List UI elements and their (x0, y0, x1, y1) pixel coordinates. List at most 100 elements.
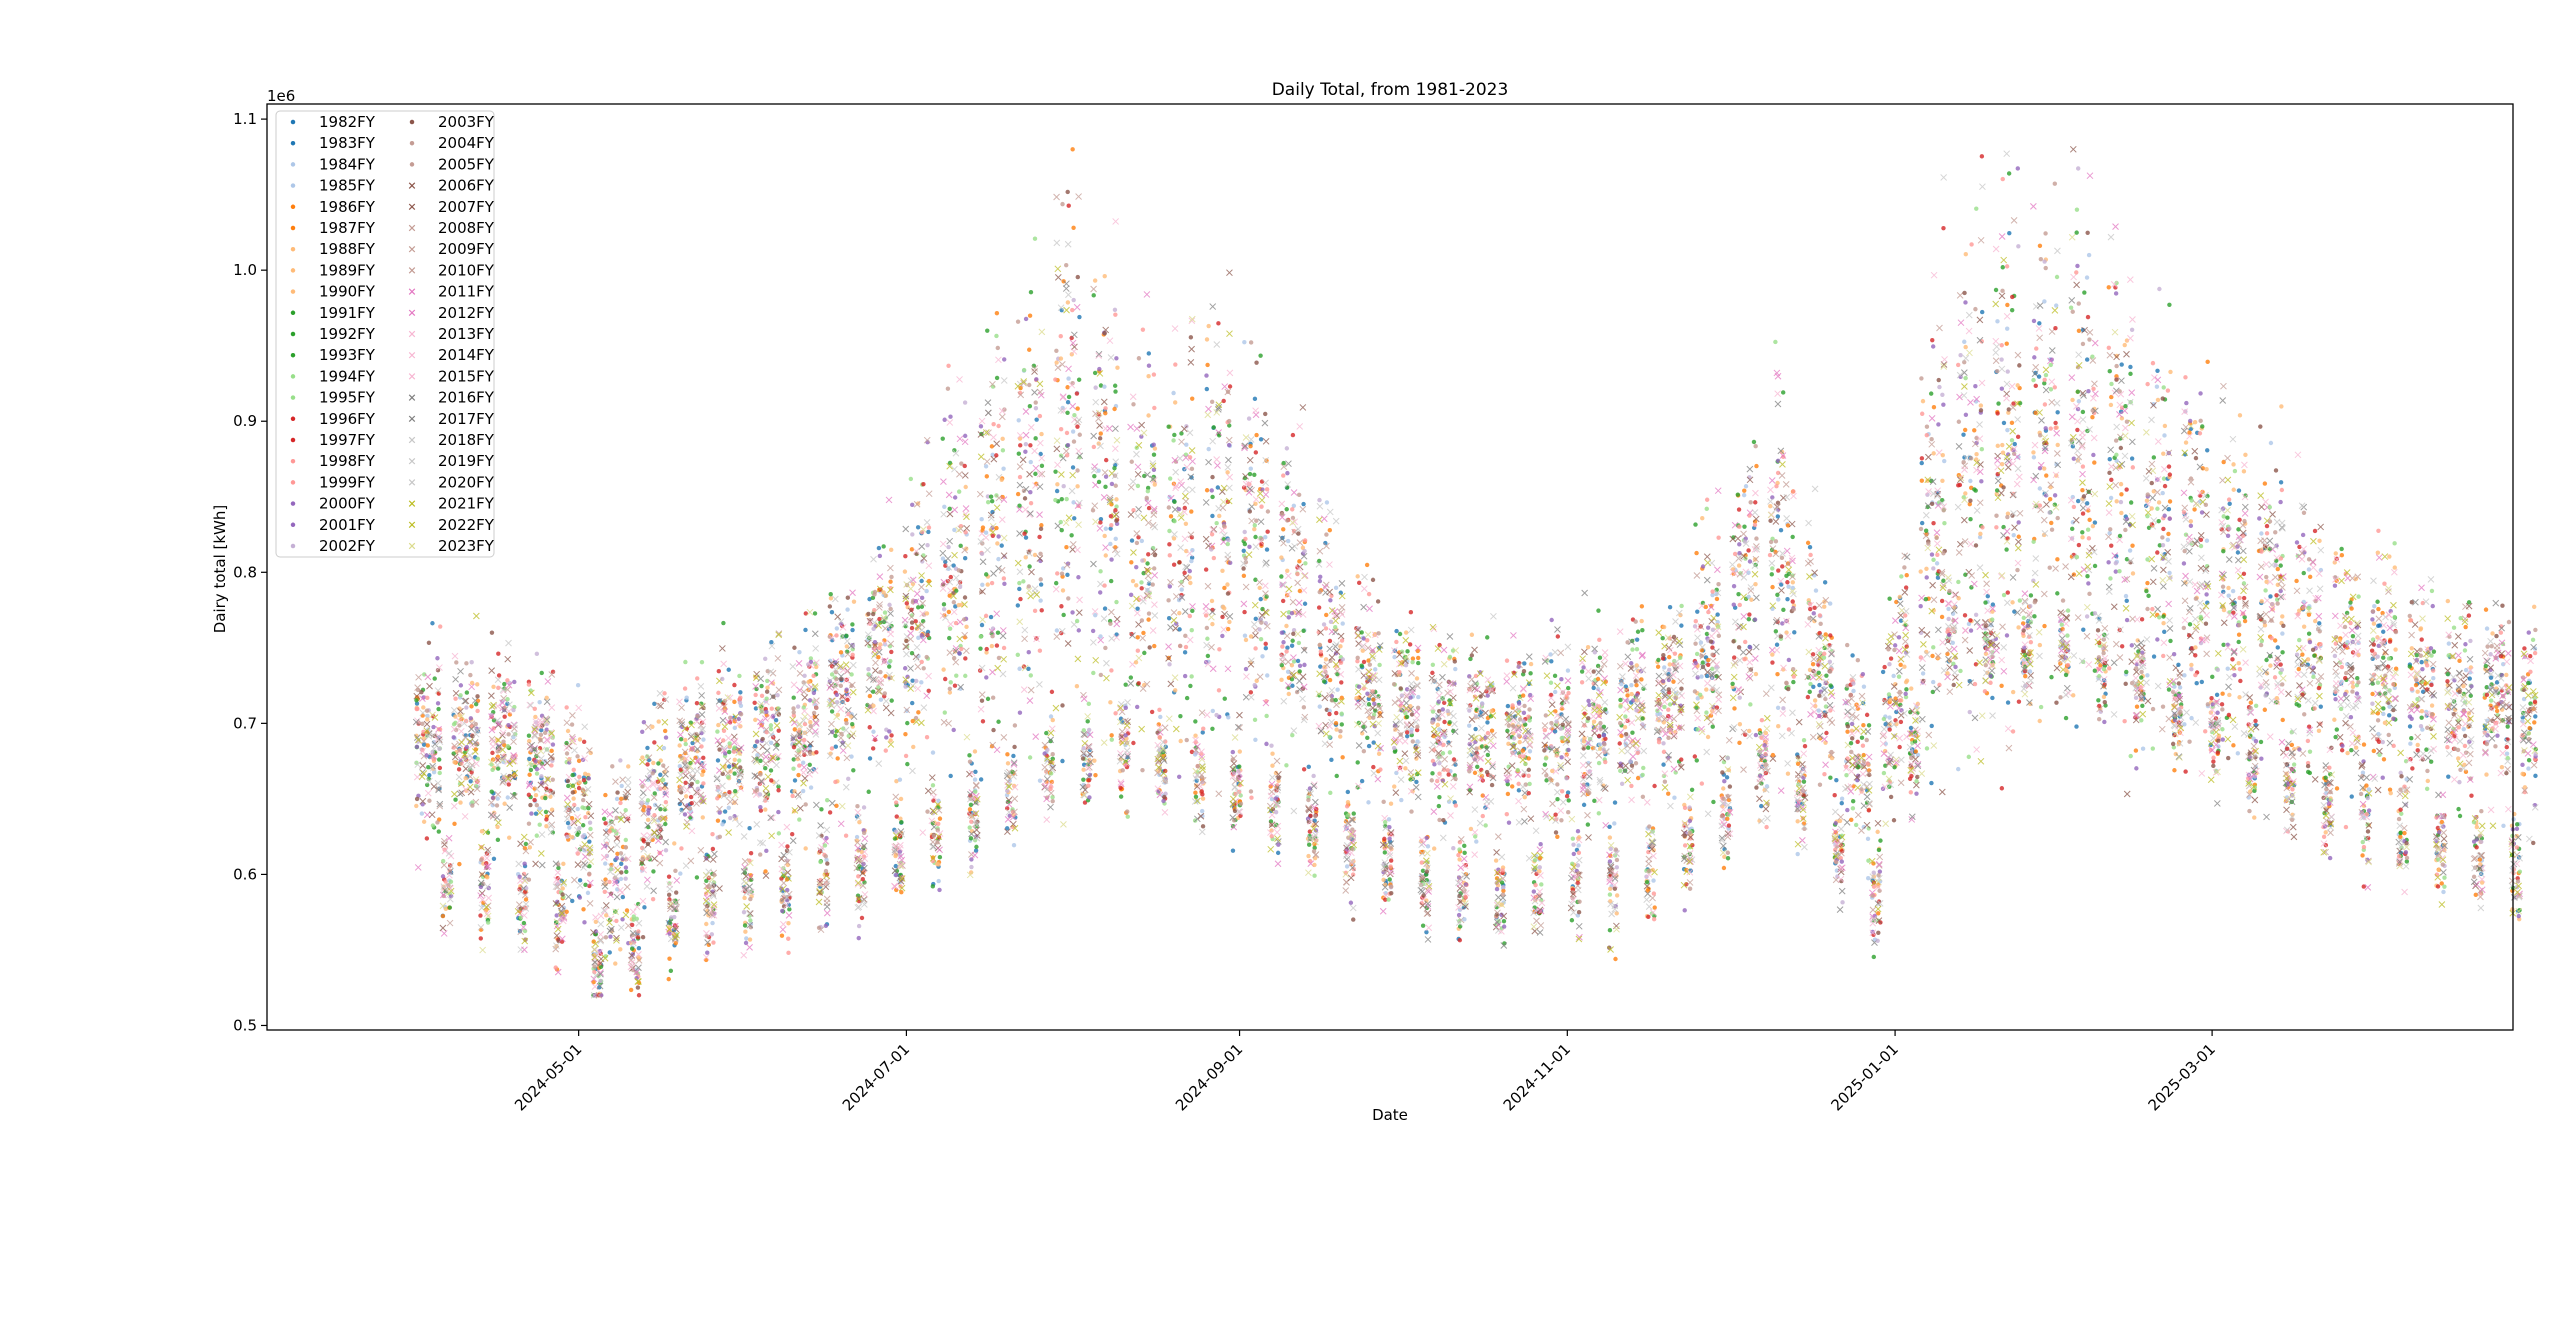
data-point (1073, 303, 1081, 311)
data-point (1361, 659, 1367, 665)
data-point (1172, 468, 1180, 476)
data-point (1257, 518, 1265, 526)
data-point (560, 879, 568, 886)
data-point (1200, 824, 1206, 829)
data-point (1032, 733, 1040, 741)
data-point (1355, 655, 1360, 661)
data-point (1205, 405, 1212, 413)
data-point (569, 815, 575, 821)
data-point (1171, 390, 1176, 396)
data-point (1365, 691, 1370, 696)
data-point (737, 700, 743, 705)
data-point (587, 864, 592, 869)
data-point (435, 656, 440, 661)
data-point (436, 664, 443, 671)
data-point (435, 820, 440, 825)
data-point (1186, 550, 1194, 557)
data-point (499, 729, 507, 737)
data-point (569, 711, 576, 719)
data-point (1145, 561, 1150, 566)
data-point (544, 775, 552, 783)
data-point (1219, 527, 1226, 534)
data-point (429, 764, 437, 772)
data-point (419, 747, 426, 755)
data-point (1167, 662, 1172, 667)
data-point (1365, 735, 1370, 741)
data-point (548, 704, 556, 711)
data-point (885, 496, 893, 504)
data-point (855, 803, 860, 809)
data-point (1285, 572, 1292, 580)
data-point (420, 802, 425, 807)
data-point (979, 517, 984, 522)
data-point (577, 737, 583, 742)
data-point (984, 399, 992, 407)
data-point (872, 608, 877, 613)
data-point (921, 481, 926, 487)
data-point (786, 936, 791, 941)
data-point (428, 811, 436, 819)
data-point (575, 851, 581, 856)
data-point (1209, 303, 1217, 310)
data-point (618, 876, 624, 882)
data-point (1259, 504, 1264, 509)
data-point (525, 782, 533, 789)
data-point (460, 719, 468, 727)
data-point (563, 744, 571, 752)
data-point (984, 474, 990, 479)
data-point (1143, 291, 1151, 298)
data-point (1204, 488, 1210, 493)
data-point (490, 803, 495, 808)
data-point (1018, 596, 1023, 602)
data-point (1317, 578, 1323, 584)
data-point (1027, 755, 1033, 760)
data-point (1028, 289, 1034, 295)
data-point (961, 472, 969, 479)
data-point (845, 607, 850, 612)
data-point (726, 764, 732, 769)
data-point (1347, 874, 1355, 882)
data-point (1222, 696, 1227, 701)
data-point (1109, 737, 1114, 742)
data-point (469, 680, 475, 686)
data-point (1377, 662, 1382, 668)
data-point (1070, 331, 1078, 339)
data-point (1303, 561, 1308, 566)
data-point (1064, 640, 1072, 647)
data-point (872, 589, 878, 595)
data-point (532, 706, 537, 712)
data-point (903, 753, 909, 759)
data-point (1166, 424, 1171, 429)
data-point (1114, 497, 1119, 502)
data-point (683, 823, 690, 830)
data-point (1226, 369, 1234, 377)
data-point (803, 846, 808, 851)
data-point (1186, 636, 1194, 644)
data-point (1327, 677, 1333, 683)
data-point (1101, 469, 1109, 476)
data-point (780, 920, 787, 928)
data-point (458, 683, 464, 688)
data-point (453, 696, 458, 701)
data-point (458, 780, 465, 788)
data-point (1033, 400, 1038, 405)
data-point (414, 744, 420, 750)
data-point (1386, 897, 1391, 902)
data-point (472, 730, 480, 738)
data-point (687, 806, 693, 811)
data-point (1202, 607, 1210, 615)
data-point (1054, 274, 1062, 281)
data-point (907, 585, 915, 593)
data-point (1058, 361, 1066, 368)
data-point (967, 807, 973, 812)
data-point (1284, 507, 1289, 512)
data-point (505, 707, 513, 715)
data-point (1016, 568, 1024, 576)
data-point (994, 664, 1002, 672)
data-point (1284, 763, 1289, 768)
data-point (453, 720, 458, 726)
data-point (720, 822, 725, 827)
data-point (861, 891, 869, 898)
data-point (806, 679, 811, 685)
data-point (1124, 699, 1132, 706)
